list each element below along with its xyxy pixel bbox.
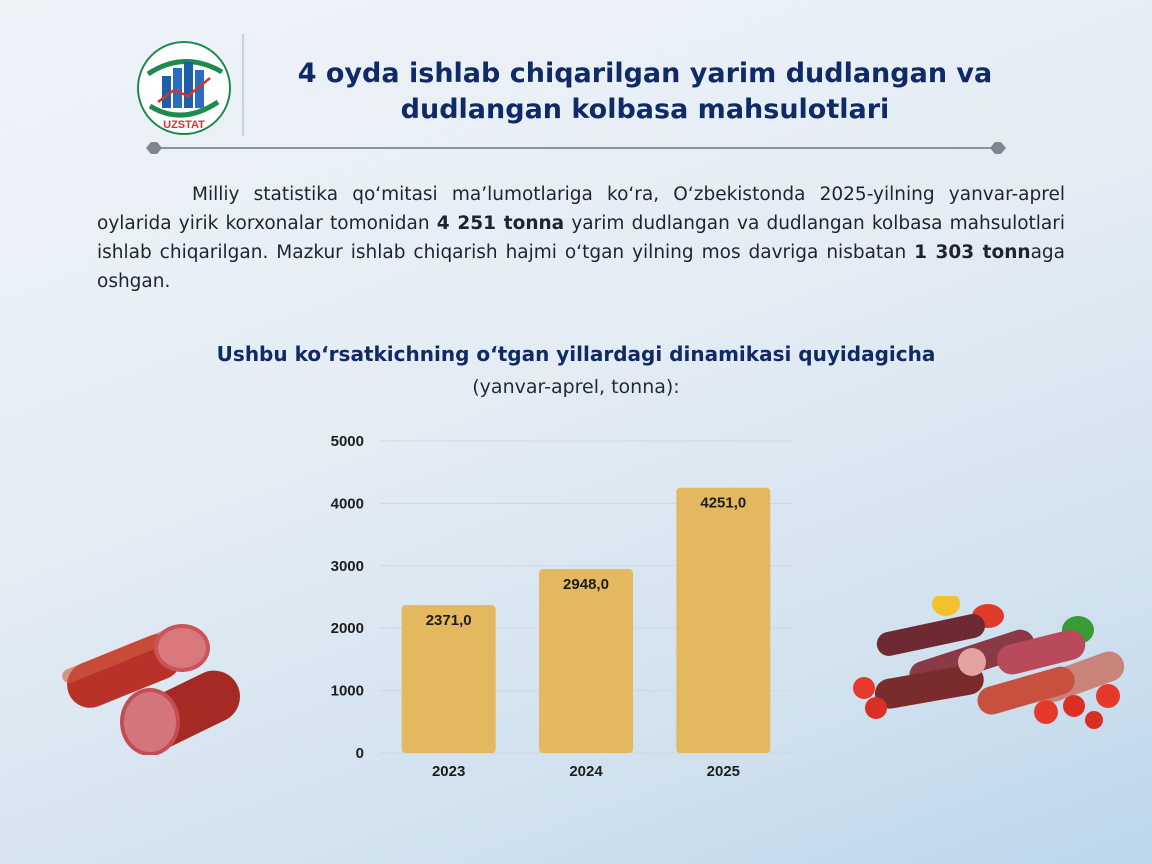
paragraph-part-1: Milliy statistika qo‘mitasi ma’lumotlari… [97, 184, 1065, 234]
x-tick-label: 2023 [432, 763, 465, 780]
bar [539, 569, 633, 753]
title-line-2: dudlangan kolbasa mahsulotlari [400, 94, 890, 125]
chart-title: Ushbu ko‘rsatkichning o‘tgan yillardagi … [216, 342, 936, 366]
sausage-assortment-illustration [853, 596, 1125, 729]
bar-chart: 0 1000 2000 3000 4000 5000 2371,0 2023 2948,0 202… [331, 433, 792, 780]
logo-text: UZSTAT [163, 119, 205, 131]
logo-divider [242, 34, 244, 136]
y-tick-label: 4000 [331, 495, 364, 512]
paragraph-part-3: aga oshgan. [97, 242, 1065, 292]
x-tick-label: 2025 [707, 763, 740, 780]
y-tick-label: 0 [356, 745, 364, 762]
production-volume: 4 251 tonna [436, 213, 565, 234]
y-tick-label: 2000 [331, 620, 364, 637]
title-line-1: 4 oyda ishlab chiqarilgan yarim dudlanga… [297, 58, 993, 89]
bar-value-label: 2948,0 [563, 576, 609, 593]
bar-value-label: 2371,0 [426, 612, 472, 629]
paragraph-part-2: yarim dudlangan va dudlangan kolbasa mah… [97, 213, 1066, 263]
chart-subtitle: (yanvar-aprel, tonna): [472, 376, 680, 398]
y-tick-label: 3000 [331, 558, 364, 575]
x-tick-label: 2024 [569, 763, 603, 780]
sausage-illustration-left [62, 624, 240, 755]
y-tick-label: 1000 [331, 683, 364, 700]
bar [401, 605, 496, 753]
bar-value-label: 4251,0 [700, 495, 746, 512]
title-divider [146, 142, 1006, 154]
intro-paragraph: Milliy statistika qo‘mitasi ma’lumotlari… [97, 180, 1065, 296]
bar [676, 487, 771, 753]
uzstat-logo: UZSTAT [137, 41, 231, 135]
y-tick-label: 5000 [331, 433, 364, 450]
page-title: 4 oyda ishlab chiqarilgan yarim dudlanga… [250, 56, 1040, 128]
increase-volume: 1 303 tonn [914, 242, 1031, 263]
